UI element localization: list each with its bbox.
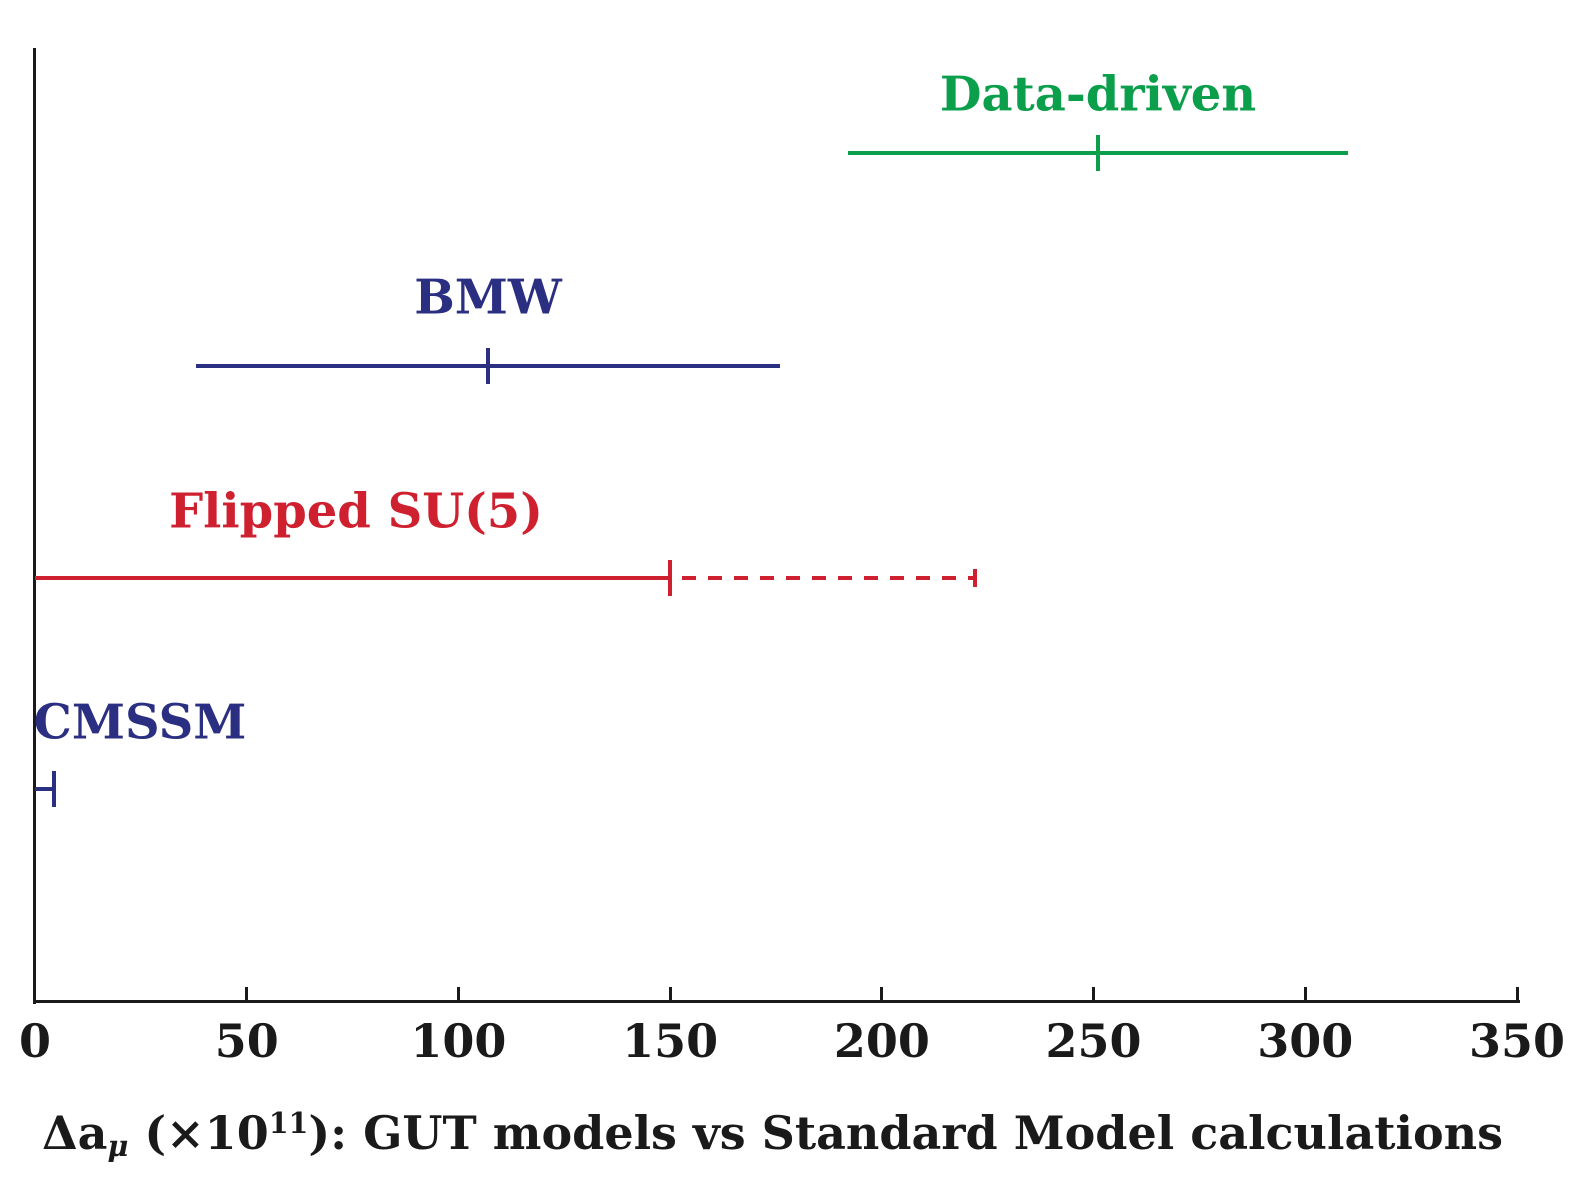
error-bar-line-cmssm bbox=[35, 787, 55, 791]
x-tick-label: 300 bbox=[1257, 1014, 1354, 1068]
y-axis-line bbox=[33, 48, 36, 1004]
x-tick bbox=[1303, 987, 1307, 1001]
x-tick-label: 0 bbox=[18, 1014, 52, 1068]
x-tick bbox=[1092, 987, 1096, 1001]
chart-title: Δaμ (×1011): GUT models vs Standard Mode… bbox=[0, 1106, 1545, 1164]
series-label-bmw: BMW bbox=[414, 269, 562, 326]
error-bar-line-flipped-su-5 bbox=[35, 576, 671, 580]
series-label-data-driven: Data-driven bbox=[939, 66, 1257, 123]
x-tick bbox=[245, 987, 249, 1001]
center-tick-bmw bbox=[486, 348, 491, 384]
end-cap-flipped-su-5 bbox=[973, 569, 977, 587]
title-rest: ): GUT models vs Standard Model calculat… bbox=[308, 1106, 1503, 1160]
x-tick-label: 100 bbox=[410, 1014, 507, 1068]
title-times-ten: (×10 bbox=[128, 1106, 269, 1160]
x-tick bbox=[1515, 987, 1519, 1001]
center-tick-data-driven bbox=[1095, 135, 1100, 171]
x-tick bbox=[668, 987, 672, 1001]
x-tick-label: 250 bbox=[1045, 1014, 1142, 1068]
x-tick bbox=[456, 987, 460, 1001]
error-bar-dashed-line-flipped-su-5 bbox=[670, 576, 975, 580]
x-axis-line bbox=[33, 1000, 1520, 1003]
series-label-cmssm: CMSSM bbox=[33, 694, 247, 751]
title-exponent: 11 bbox=[268, 1106, 309, 1141]
x-tick-label: 50 bbox=[214, 1014, 279, 1068]
x-tick-label: 350 bbox=[1468, 1014, 1566, 1068]
title-delta-a: Δa bbox=[41, 1106, 108, 1160]
x-tick-label: 200 bbox=[833, 1014, 930, 1068]
center-tick-cmssm bbox=[52, 771, 57, 807]
x-tick bbox=[880, 987, 884, 1001]
series-label-flipped-su-5: Flipped SU(5) bbox=[169, 483, 543, 540]
center-tick-flipped-su-5 bbox=[668, 560, 673, 596]
title-mu-subscript: μ bbox=[107, 1129, 129, 1164]
x-tick-label: 150 bbox=[622, 1014, 719, 1068]
